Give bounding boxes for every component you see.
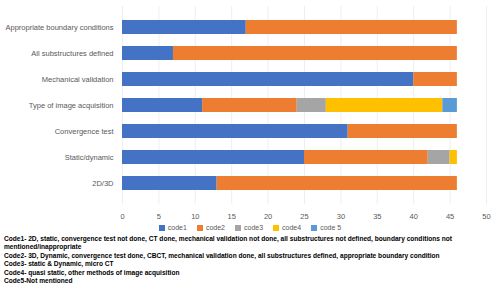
svg-text:Static/dynamic: Static/dynamic [65,153,114,162]
svg-text:All substructures defined: All substructures defined [31,49,113,58]
html-text:Code4- quasi static, other met: Code4- quasi static, other methods of im… [4,268,180,276]
svg-text:25: 25 [300,212,308,221]
svg-text:15: 15 [228,212,236,221]
html-text:code2: code2 [205,224,225,231]
html-text:Code5-Not mentioned: Code5-Not mentioned [4,277,73,284]
html-text:code3: code3 [244,224,264,231]
html-text:Code3- static & Dynamic, micro: Code3- static & Dynamic, micro CT [4,260,114,268]
html-text:Code2- 3D, Dynamic, convergenc: Code2- 3D, Dynamic, convergence test don… [4,251,440,259]
html-text:code 5: code 5 [320,224,342,231]
svg-text:30: 30 [337,212,345,221]
svg-text:Convergence test: Convergence test [55,127,115,136]
html-text:code4: code4 [282,224,302,231]
svg-text:Type of image acquisition: Type of image acquisition [29,101,114,110]
html-text:code1: code1 [167,224,187,231]
svg-text:10: 10 [191,212,199,221]
svg-text:Appropriate boundary condition: Appropriate boundary conditions [6,23,114,32]
svg-text:50: 50 [482,212,490,221]
svg-text:40: 40 [410,212,418,221]
svg-text:Mechanical validation: Mechanical validation [42,75,114,84]
svg-text:20: 20 [264,212,272,221]
html-text:Code1- 2D, static, convergence: Code1- 2D, static, convergence test not … [4,235,453,251]
svg-text:5: 5 [157,212,161,221]
svg-text:0: 0 [120,212,124,221]
svg-text:45: 45 [446,212,454,221]
svg-text:35: 35 [373,212,381,221]
svg-text:2D/3D: 2D/3D [92,179,114,188]
